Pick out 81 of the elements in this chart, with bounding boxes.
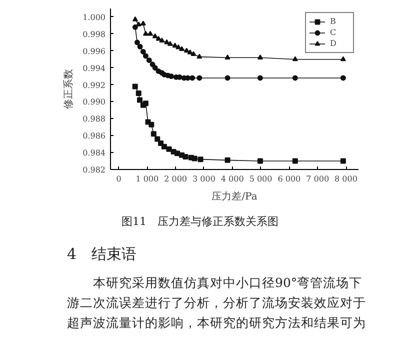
y-tick-label: 0.988 (82, 114, 106, 124)
point (176, 44, 182, 50)
point (196, 54, 202, 59)
y-tick-label: 0.990 (82, 98, 106, 107)
y-tick-label: 0.992 (82, 80, 106, 90)
point (292, 158, 298, 164)
point (224, 75, 230, 81)
y-tick-label: 0.994 (82, 64, 106, 73)
x-tick-label: 3 000 (192, 174, 216, 184)
point (132, 16, 138, 22)
point (224, 54, 230, 60)
point (166, 146, 172, 152)
point (152, 33, 158, 38)
point (257, 54, 263, 60)
y-axis-title: 修正系数 (62, 69, 75, 109)
legend-label: C (330, 27, 338, 38)
x-tick-label: 7 000 (306, 174, 330, 184)
caption: 图11 压力差与修正系数关系图 (120, 214, 280, 230)
x-tick-label: 1 000 (136, 174, 159, 184)
text: 超声波流量计的影响，本研究的研究方法和结果可为 (67, 314, 367, 332)
x-tick-label: 2 000 (164, 174, 188, 184)
point (137, 97, 143, 103)
point (150, 131, 156, 137)
point (257, 75, 263, 81)
x-tick-label: 4 000 (220, 174, 244, 184)
point (137, 44, 143, 50)
point (134, 40, 140, 46)
point (198, 156, 204, 162)
point (154, 136, 160, 142)
y-tick-label: 0.986 (82, 132, 106, 141)
point (148, 122, 154, 128)
point (161, 144, 167, 150)
point (159, 38, 165, 42)
point (142, 53, 148, 59)
point (340, 158, 346, 164)
text: 游二次流误差进行了分析，分析了流场安装效应对于 (67, 294, 367, 312)
point (174, 150, 180, 156)
point (172, 42, 178, 48)
point (192, 156, 198, 162)
point (152, 65, 158, 71)
y-tick-label: 1.000 (82, 12, 106, 22)
x-tick-label: 8 000 (334, 174, 358, 184)
point (136, 22, 142, 26)
point (340, 56, 346, 62)
x-axis-title: 压力差/Pa (212, 190, 258, 202)
point (190, 75, 196, 81)
legend-label: D (330, 38, 338, 49)
point (168, 74, 174, 80)
y-tick-label: 0.996 (82, 46, 106, 56)
point (340, 75, 346, 81)
x-tick-label: 6 000 (278, 174, 301, 184)
point (142, 100, 148, 106)
x-tick-label: 0 (116, 174, 122, 184)
y-tick-label: 0.982 (82, 166, 106, 174)
point (132, 24, 138, 30)
point (164, 39, 170, 44)
text: 4 结束语 (67, 244, 138, 265)
point (187, 49, 193, 54)
point (190, 51, 196, 56)
legend-label: B (330, 16, 337, 27)
point (148, 30, 154, 36)
y-tick-label: 0.984 (82, 148, 106, 158)
point (196, 75, 202, 81)
point (156, 36, 162, 41)
point (224, 157, 230, 163)
point (184, 48, 190, 53)
point (179, 46, 185, 51)
point (167, 40, 173, 46)
point (132, 84, 138, 90)
point (142, 30, 148, 36)
point (136, 90, 142, 96)
point (292, 56, 298, 62)
y-tick-label: 0.998 (82, 30, 106, 39)
point (292, 75, 298, 81)
x-tick-label: 5 000 (249, 174, 272, 184)
text: 本研究采用数值仿真对中小口径90°弯管流场下 (92, 274, 364, 292)
point (182, 154, 188, 160)
point (257, 158, 263, 164)
point (146, 57, 152, 63)
point (140, 48, 146, 54)
point (140, 20, 146, 26)
